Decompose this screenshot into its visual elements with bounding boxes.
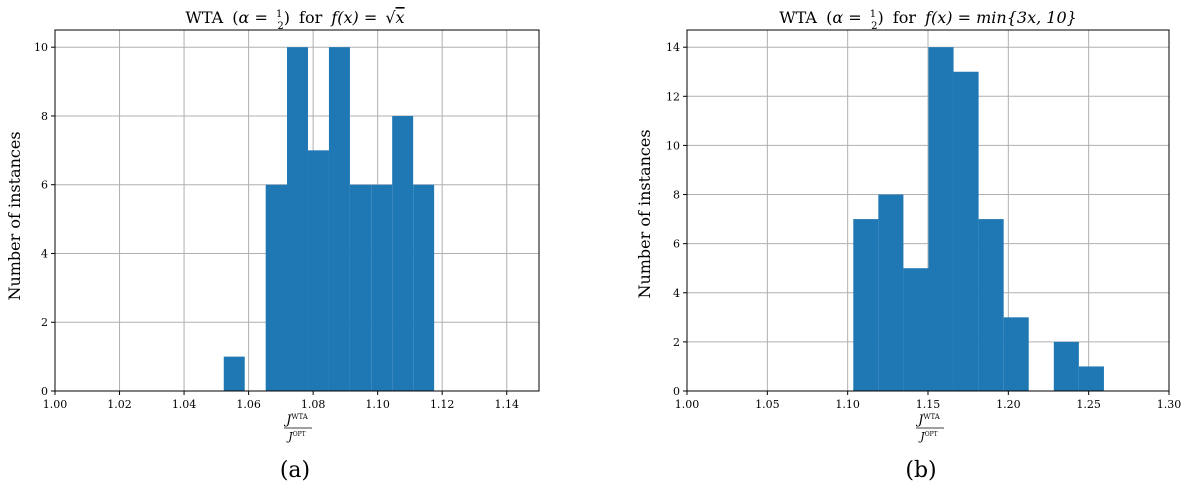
histogram-bar-a-3 bbox=[307, 150, 329, 391]
y-tick-label: 2 bbox=[41, 316, 48, 329]
histogram-bar-b-2 bbox=[903, 268, 929, 391]
title-prefix: WTA bbox=[779, 8, 817, 27]
y-tick-label: 0 bbox=[673, 385, 680, 398]
x-label-num-sup-b: WTA bbox=[923, 413, 940, 421]
y-tick-label: 6 bbox=[41, 179, 48, 192]
x-label-num-b: J bbox=[915, 413, 924, 428]
x-label-den-a: J bbox=[286, 430, 293, 443]
histogram-bar-a-5 bbox=[349, 184, 372, 391]
histogram-bar-b-1 bbox=[878, 194, 904, 391]
title-func: f(x) = bbox=[330, 8, 377, 27]
plot-area-b: 1.00 1.05 1.10 1.15 1.20 1.25 1.30 0 2 4 6 8 10 12 14 bbox=[666, 29, 1182, 411]
svg-text:JWTA: JWTA bbox=[283, 413, 309, 428]
y-tick-label: 12 bbox=[666, 90, 680, 103]
title-frac-den: 2 bbox=[871, 21, 877, 32]
y-tick-label: 10 bbox=[666, 139, 680, 152]
plot-area-a: 1.00 1.02 1.04 1.06 1.08 1.10 1.12 1.14 0 2 4 6 8 10 bbox=[34, 29, 540, 411]
chart-title-b: WTA (α = 1 2) for f(x) = min{3x, 10} bbox=[779, 8, 1077, 32]
axes-frame-a bbox=[54, 29, 540, 392]
histogram-bar-a-8 bbox=[413, 184, 435, 391]
x-tick-label: 1.00 bbox=[675, 398, 700, 411]
x-tick-label: 1.08 bbox=[301, 398, 326, 411]
y-tick-label: 0 bbox=[41, 385, 48, 398]
x-label-num-sup-a: WTA bbox=[291, 413, 308, 421]
x-tick-label: 1.12 bbox=[430, 398, 455, 411]
x-tick-label: 1.10 bbox=[835, 398, 860, 411]
y-tick-label: 6 bbox=[673, 238, 680, 251]
x-tick-label: 1.05 bbox=[755, 398, 780, 411]
title-mid: for bbox=[299, 8, 323, 27]
histogram-bar-b-3 bbox=[928, 47, 954, 391]
svg-text:JWTA: JWTA bbox=[915, 413, 941, 428]
histogram-panel-a: WTA (α = 1 2) for f(x) = √x 1.00 1.02 1.04 1… bbox=[5, 8, 540, 483]
y-tick-label: 2 bbox=[673, 336, 680, 349]
histogram-bar-b-6 bbox=[1003, 317, 1029, 391]
y-axis-label-a: Number of instances bbox=[5, 131, 24, 300]
title-mid: for bbox=[893, 8, 917, 27]
histogram-bar-a-1 bbox=[265, 184, 287, 391]
histogram-bar-a-0 bbox=[223, 356, 245, 391]
x-tick-label: 1.04 bbox=[172, 398, 197, 411]
histogram-bar-b-4 bbox=[953, 71, 979, 392]
title-frac-num: 1 bbox=[276, 9, 282, 20]
y-tick-label: 4 bbox=[41, 247, 48, 260]
histogram-bar-b-8 bbox=[1078, 366, 1104, 391]
histogram-panel-b: WTA (α = 1 2) for f(x) = min{3x, 10} 1.00… bbox=[635, 8, 1181, 483]
title-prefix: WTA bbox=[185, 8, 223, 27]
y-tick-label: 4 bbox=[673, 287, 680, 300]
y-tick-label: 10 bbox=[34, 41, 48, 54]
title-arg: x bbox=[396, 8, 405, 27]
x-tick-label: 1.14 bbox=[494, 398, 519, 411]
svg-text:JOPT: JOPT bbox=[918, 430, 937, 443]
histogram-bar-a-6 bbox=[371, 184, 393, 391]
x-tick-label: 1.25 bbox=[1076, 398, 1101, 411]
histogram-bar-b-7 bbox=[1053, 341, 1079, 391]
caption-b: (b) bbox=[905, 458, 936, 483]
y-tick-label: 14 bbox=[666, 41, 680, 54]
x-axis-label-b: JWTA JOPT bbox=[915, 413, 944, 443]
y-axis-label-b: Number of instances bbox=[635, 129, 654, 298]
x-tick-label: 1.02 bbox=[107, 398, 132, 411]
chart-title-a: WTA (α = 1 2) for f(x) = √x bbox=[185, 8, 404, 32]
x-tick-label: 1.06 bbox=[236, 398, 261, 411]
title-alpha: α = bbox=[832, 8, 861, 27]
y-tick-label: 8 bbox=[41, 110, 48, 123]
histogram-bar-b-0 bbox=[853, 219, 879, 391]
title-func: f(x) = min{3x, 10} bbox=[924, 8, 1077, 27]
title-alpha: α = bbox=[239, 8, 268, 27]
x-tick-label: 1.20 bbox=[996, 398, 1021, 411]
title-frac-den: 2 bbox=[277, 21, 283, 32]
x-tick-label: 1.30 bbox=[1157, 398, 1182, 411]
x-tick-label: 1.00 bbox=[43, 398, 68, 411]
x-label-den-sup-a: OPT bbox=[293, 431, 306, 438]
histogram-bar-a-4 bbox=[328, 47, 350, 391]
x-tick-label: 1.15 bbox=[916, 398, 941, 411]
histogram-bar-b-5 bbox=[978, 219, 1004, 391]
x-label-den-sup-b: OPT bbox=[925, 431, 938, 438]
title-frac-num: 1 bbox=[870, 9, 876, 20]
histogram-bar-a-2 bbox=[286, 47, 308, 391]
x-label-num-a: J bbox=[283, 413, 292, 428]
x-tick-label: 1.10 bbox=[365, 398, 390, 411]
y-tick-label: 8 bbox=[673, 189, 680, 202]
x-axis-label-a: JWTA JOPT bbox=[283, 413, 312, 443]
histogram-bar-a-7 bbox=[392, 115, 414, 391]
svg-text:JOPT: JOPT bbox=[286, 430, 305, 443]
x-label-den-b: J bbox=[918, 430, 925, 443]
caption-a: (a) bbox=[280, 458, 310, 483]
